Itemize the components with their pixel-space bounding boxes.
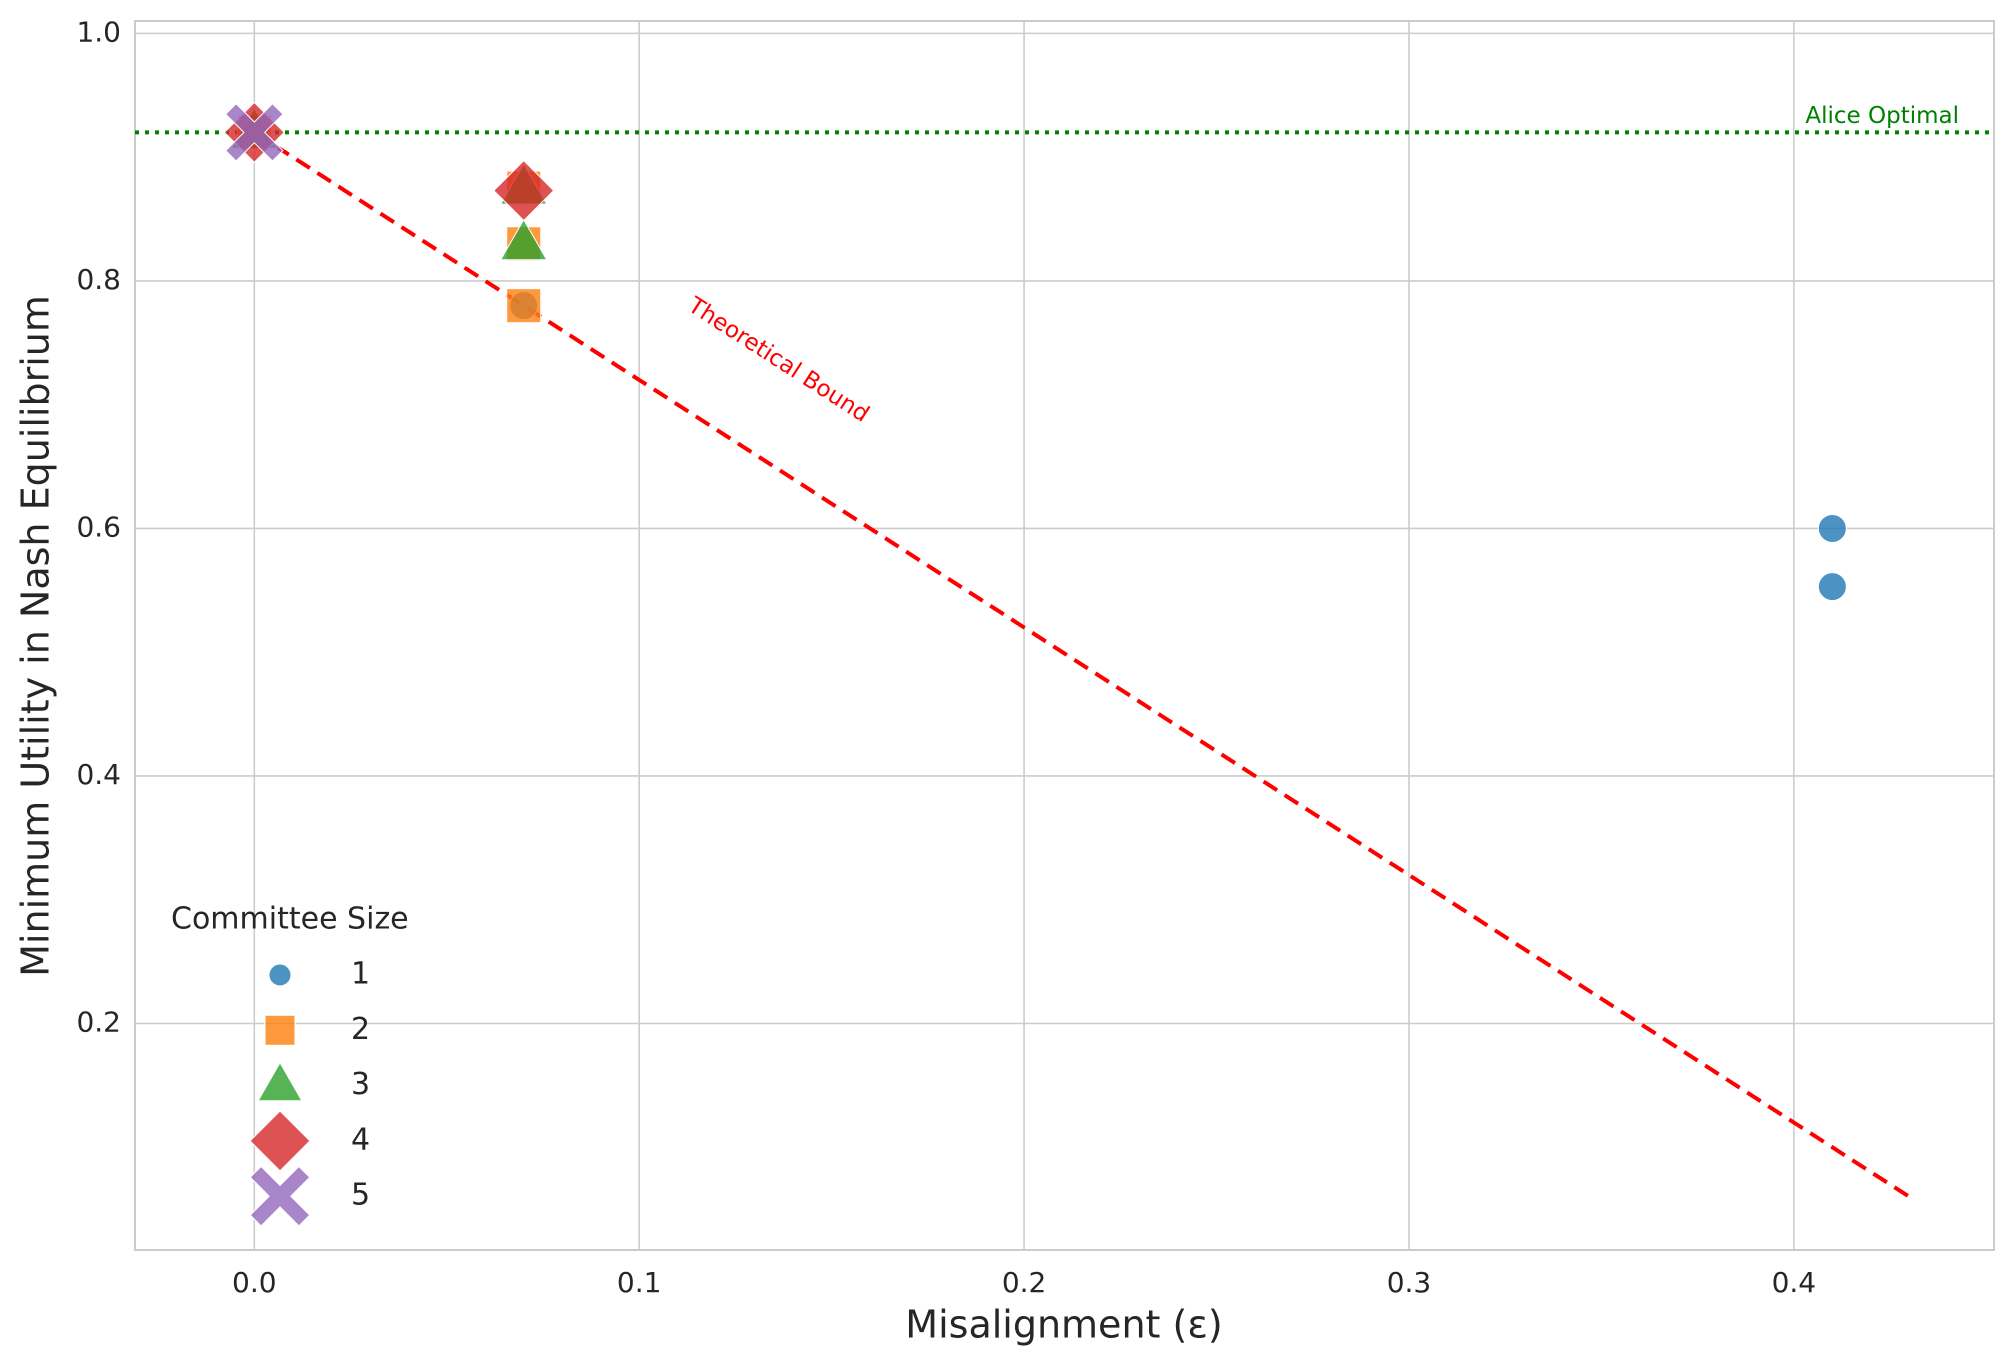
- y-tick-label: 0.2: [76, 1006, 121, 1039]
- legend-marker: [249, 1110, 311, 1172]
- y-axis-label: Minimum Utility in Nash Equilibrium: [14, 295, 58, 977]
- point: [1817, 513, 1847, 543]
- point: [225, 103, 284, 162]
- legend-label: 5: [351, 1178, 370, 1213]
- annotation: Alice Optimal: [1805, 103, 1959, 129]
- legend-label: 1: [351, 957, 370, 992]
- point: [506, 288, 542, 324]
- x-tick-label: 0.0: [232, 1266, 277, 1299]
- annotation: Theoretical Bound: [683, 292, 874, 428]
- y-tick-label: 0.6: [76, 510, 121, 543]
- legend-marker: [264, 1014, 296, 1046]
- legend-label: 2: [351, 1012, 370, 1047]
- legend-title: Committee Size: [171, 902, 409, 937]
- x-tick-label: 0.2: [1002, 1266, 1047, 1299]
- reference-line: [253, 130, 1911, 1199]
- y-tick-label: 0.8: [76, 263, 121, 296]
- point: [499, 218, 548, 261]
- y-tick-label: 0.4: [76, 758, 121, 791]
- x-tick-label: 0.4: [1772, 1266, 1817, 1299]
- legend-marker: [257, 1061, 303, 1102]
- legend-marker: [268, 963, 292, 987]
- plot-frame: [134, 20, 1995, 1251]
- legend-label: 3: [351, 1067, 370, 1102]
- y-tick-label: 1.0: [76, 15, 121, 48]
- point: [493, 159, 555, 222]
- point: [1817, 572, 1847, 602]
- x-axis-label: Misalignment (ε): [905, 1303, 1222, 1347]
- x-tick-label: 0.3: [1387, 1266, 1432, 1299]
- legend-label: 4: [351, 1122, 370, 1157]
- x-tick-label: 0.1: [617, 1266, 662, 1299]
- legend-marker: [249, 1165, 311, 1227]
